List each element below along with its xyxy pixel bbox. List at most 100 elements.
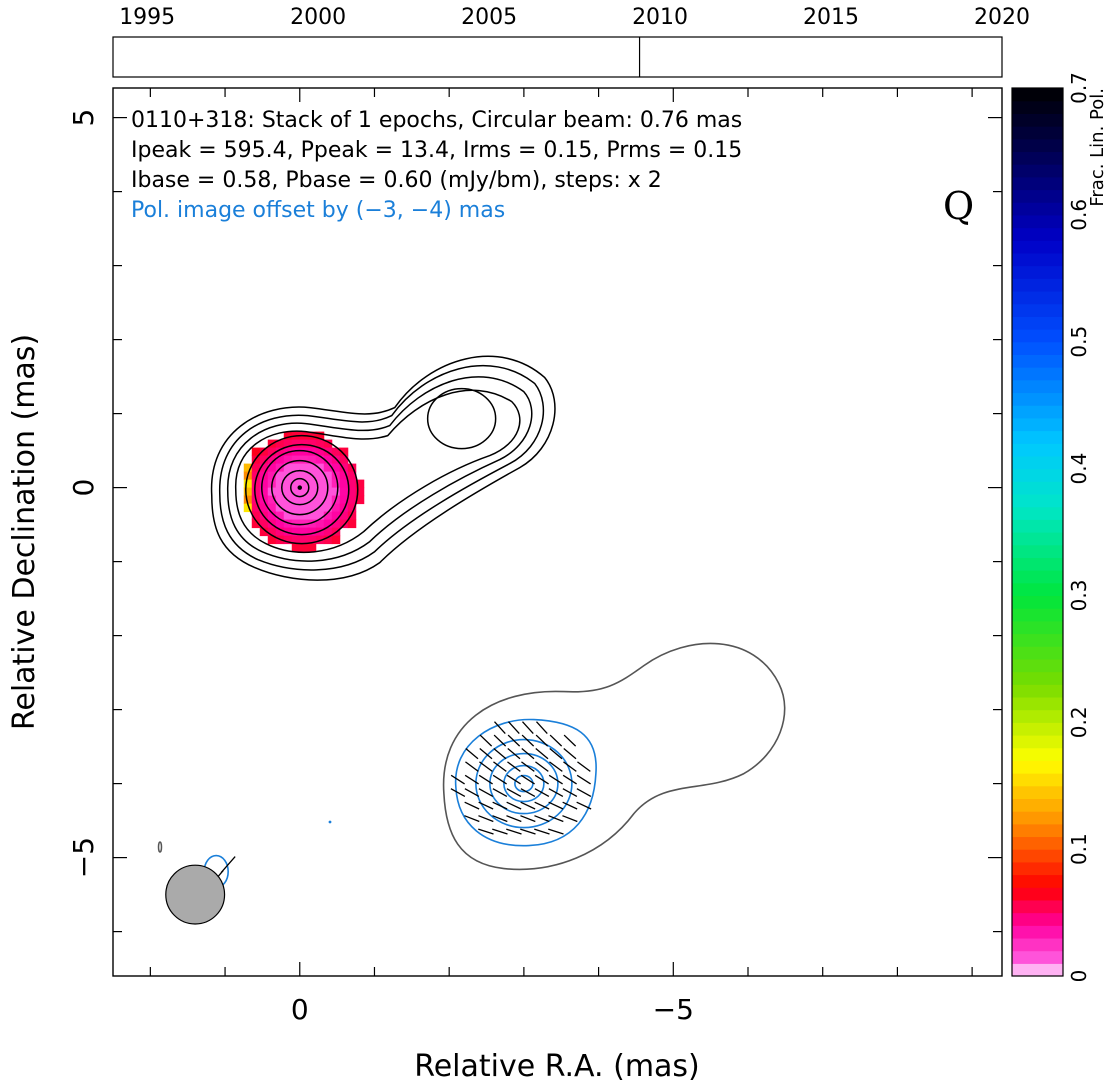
colorbar-cell (1012, 151, 1063, 165)
y-axis-title: Relative Declination (mas) (7, 334, 42, 730)
colorbar-cell (1012, 252, 1063, 267)
pol-pixel (275, 479, 285, 489)
pol-pixel (251, 519, 261, 529)
pol-pixel (307, 535, 317, 545)
colorbar-cell (1012, 861, 1063, 876)
pol-pixel (275, 519, 285, 529)
pol-pixel (259, 447, 269, 457)
pol-pixel (267, 495, 277, 505)
evpa-tick (535, 761, 549, 772)
pol-pixel (275, 495, 285, 505)
colorbar-cell (1012, 240, 1063, 254)
pol-pixel (259, 519, 269, 529)
evpa-tick (506, 828, 522, 835)
pol-pixel (291, 447, 301, 457)
colorbar-cell (1012, 100, 1063, 114)
colorbar-cell (1012, 329, 1063, 343)
y-tick-label: 0 (67, 479, 100, 497)
pol-pixel (275, 447, 285, 457)
evpa-tick (492, 828, 508, 835)
intensity-contour (219, 364, 545, 571)
evpa-tick (549, 747, 563, 760)
pol-pixel (299, 455, 309, 465)
colorbar-cell (1012, 823, 1063, 838)
evpa-tick (465, 761, 479, 772)
colorbar-cell (1012, 849, 1063, 863)
colorbar-cell (1012, 684, 1063, 698)
timeline-tick-label: 2010 (632, 5, 688, 30)
evpa-tick (520, 828, 536, 835)
pol-pixel (259, 487, 269, 497)
pol-pixel (291, 439, 301, 449)
evpa-tick (548, 828, 564, 835)
pol-pixel (307, 543, 317, 553)
pol-pixel (315, 495, 325, 505)
colorbar-tick-label: 0.5 (1067, 326, 1091, 358)
pol-pixel (267, 503, 277, 513)
evpa-tick (576, 774, 591, 785)
pol-pixel (315, 463, 325, 473)
evpa-tick (507, 747, 521, 760)
pol-pixel (315, 431, 325, 441)
pol-pixel (323, 495, 333, 505)
colorbar-cell (1012, 227, 1063, 241)
pol-pixel (315, 479, 325, 489)
evpa-tick (562, 801, 578, 810)
colorbar-cell (1012, 709, 1063, 723)
colorbar-cell (1012, 88, 1063, 102)
info-line-4: Pol. image offset by (−3, −4) mas (131, 198, 505, 223)
pol-pixel (243, 487, 253, 497)
pol-pixel (283, 487, 293, 497)
evpa-tick (493, 734, 507, 747)
evpa-tick (464, 774, 479, 785)
evpa-tick (548, 788, 564, 798)
evpa-tick (562, 788, 578, 798)
colorbar-cell (1012, 341, 1063, 355)
colorbar-cell (1012, 937, 1063, 952)
evpa-tick (577, 761, 591, 772)
intensity-contour (157, 841, 163, 853)
colorbar-tick-label: 0.6 (1067, 199, 1091, 231)
polarization-contours (203, 642, 786, 889)
pol-pixel (259, 503, 269, 513)
pol-pixel (283, 519, 293, 529)
timeline: 1995 2000 2005 2010 2015 2020 (112, 5, 1030, 78)
colorbar: 0 0.1 0.2 0.3 0.4 0.5 0.6 0.7 Frac. Lin. Pol. (1011, 72, 1108, 982)
evpa-tick (535, 747, 549, 760)
pol-pixel (243, 463, 253, 473)
pol-pixel (259, 455, 269, 465)
colorbar-tick-label: 0.2 (1067, 706, 1091, 738)
pol-pixel (307, 479, 317, 489)
pol-pixel (291, 463, 301, 473)
pol-pixel (283, 431, 293, 441)
colorbar-cell (1012, 798, 1063, 812)
evpa-tick (479, 761, 493, 772)
pol-pixel (307, 439, 317, 449)
evpa-tick (534, 828, 550, 835)
evpa-tick (563, 734, 577, 747)
colorbar-cell (1012, 113, 1063, 127)
pol-pixel (323, 535, 333, 545)
evpa-tick (464, 801, 480, 810)
colorbar-cell (1012, 633, 1063, 647)
evpa-tick (492, 801, 508, 810)
y-tick-label: 5 (67, 109, 100, 127)
pol-pixel (355, 479, 365, 489)
polarization-contour (475, 738, 573, 829)
pol-pixel (323, 519, 333, 529)
pol-pixel (355, 487, 365, 497)
colorbar-tick-label: 0.1 (1067, 833, 1091, 865)
evpa-tick (492, 774, 507, 785)
colorbar-cell (1012, 176, 1063, 191)
pol-pixel (291, 527, 301, 537)
evpa-tick (563, 747, 577, 760)
pol-pixel (299, 439, 309, 449)
evpa-tick (494, 721, 506, 734)
polarization-contour (503, 764, 545, 803)
colorbar-cell (1012, 493, 1063, 508)
pol-pixel (339, 519, 349, 529)
pol-pixel (315, 439, 325, 449)
pol-pixel (291, 487, 301, 497)
evpa-tick (534, 774, 549, 785)
evpa-tick (562, 815, 578, 823)
